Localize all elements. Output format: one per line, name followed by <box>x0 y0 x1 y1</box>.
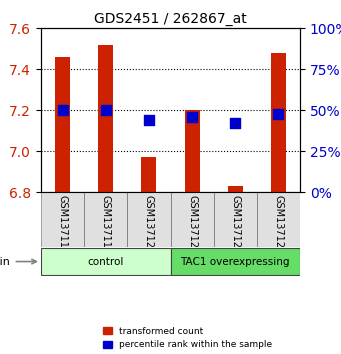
Text: GSM137119: GSM137119 <box>101 195 111 254</box>
Text: GSM137123: GSM137123 <box>273 195 283 254</box>
Point <box>103 108 108 113</box>
Text: TAC1 overexpressing: TAC1 overexpressing <box>180 257 290 267</box>
FancyBboxPatch shape <box>214 192 257 247</box>
Bar <box>184 110 200 192</box>
FancyBboxPatch shape <box>41 249 170 275</box>
Text: control: control <box>88 257 124 267</box>
FancyBboxPatch shape <box>170 249 300 275</box>
Bar <box>141 158 157 192</box>
Text: GSM137120: GSM137120 <box>144 195 154 254</box>
FancyBboxPatch shape <box>257 192 300 247</box>
Text: GSM137121: GSM137121 <box>187 195 197 254</box>
Text: GSM137122: GSM137122 <box>230 195 240 254</box>
Title: GDS2451 / 262867_at: GDS2451 / 262867_at <box>94 12 247 26</box>
FancyBboxPatch shape <box>170 192 214 247</box>
Point <box>60 108 65 113</box>
FancyBboxPatch shape <box>127 192 170 247</box>
Legend: transformed count, percentile rank within the sample: transformed count, percentile rank withi… <box>99 323 276 353</box>
Point <box>233 121 238 126</box>
Point <box>189 114 195 120</box>
Bar <box>228 186 243 192</box>
Point <box>146 117 152 123</box>
Text: strain: strain <box>0 257 36 267</box>
Text: GSM137118: GSM137118 <box>58 195 68 254</box>
FancyBboxPatch shape <box>84 192 127 247</box>
Point <box>276 111 281 116</box>
Bar <box>271 53 286 192</box>
Bar <box>55 57 70 192</box>
FancyBboxPatch shape <box>41 192 84 247</box>
Bar <box>98 45 113 192</box>
